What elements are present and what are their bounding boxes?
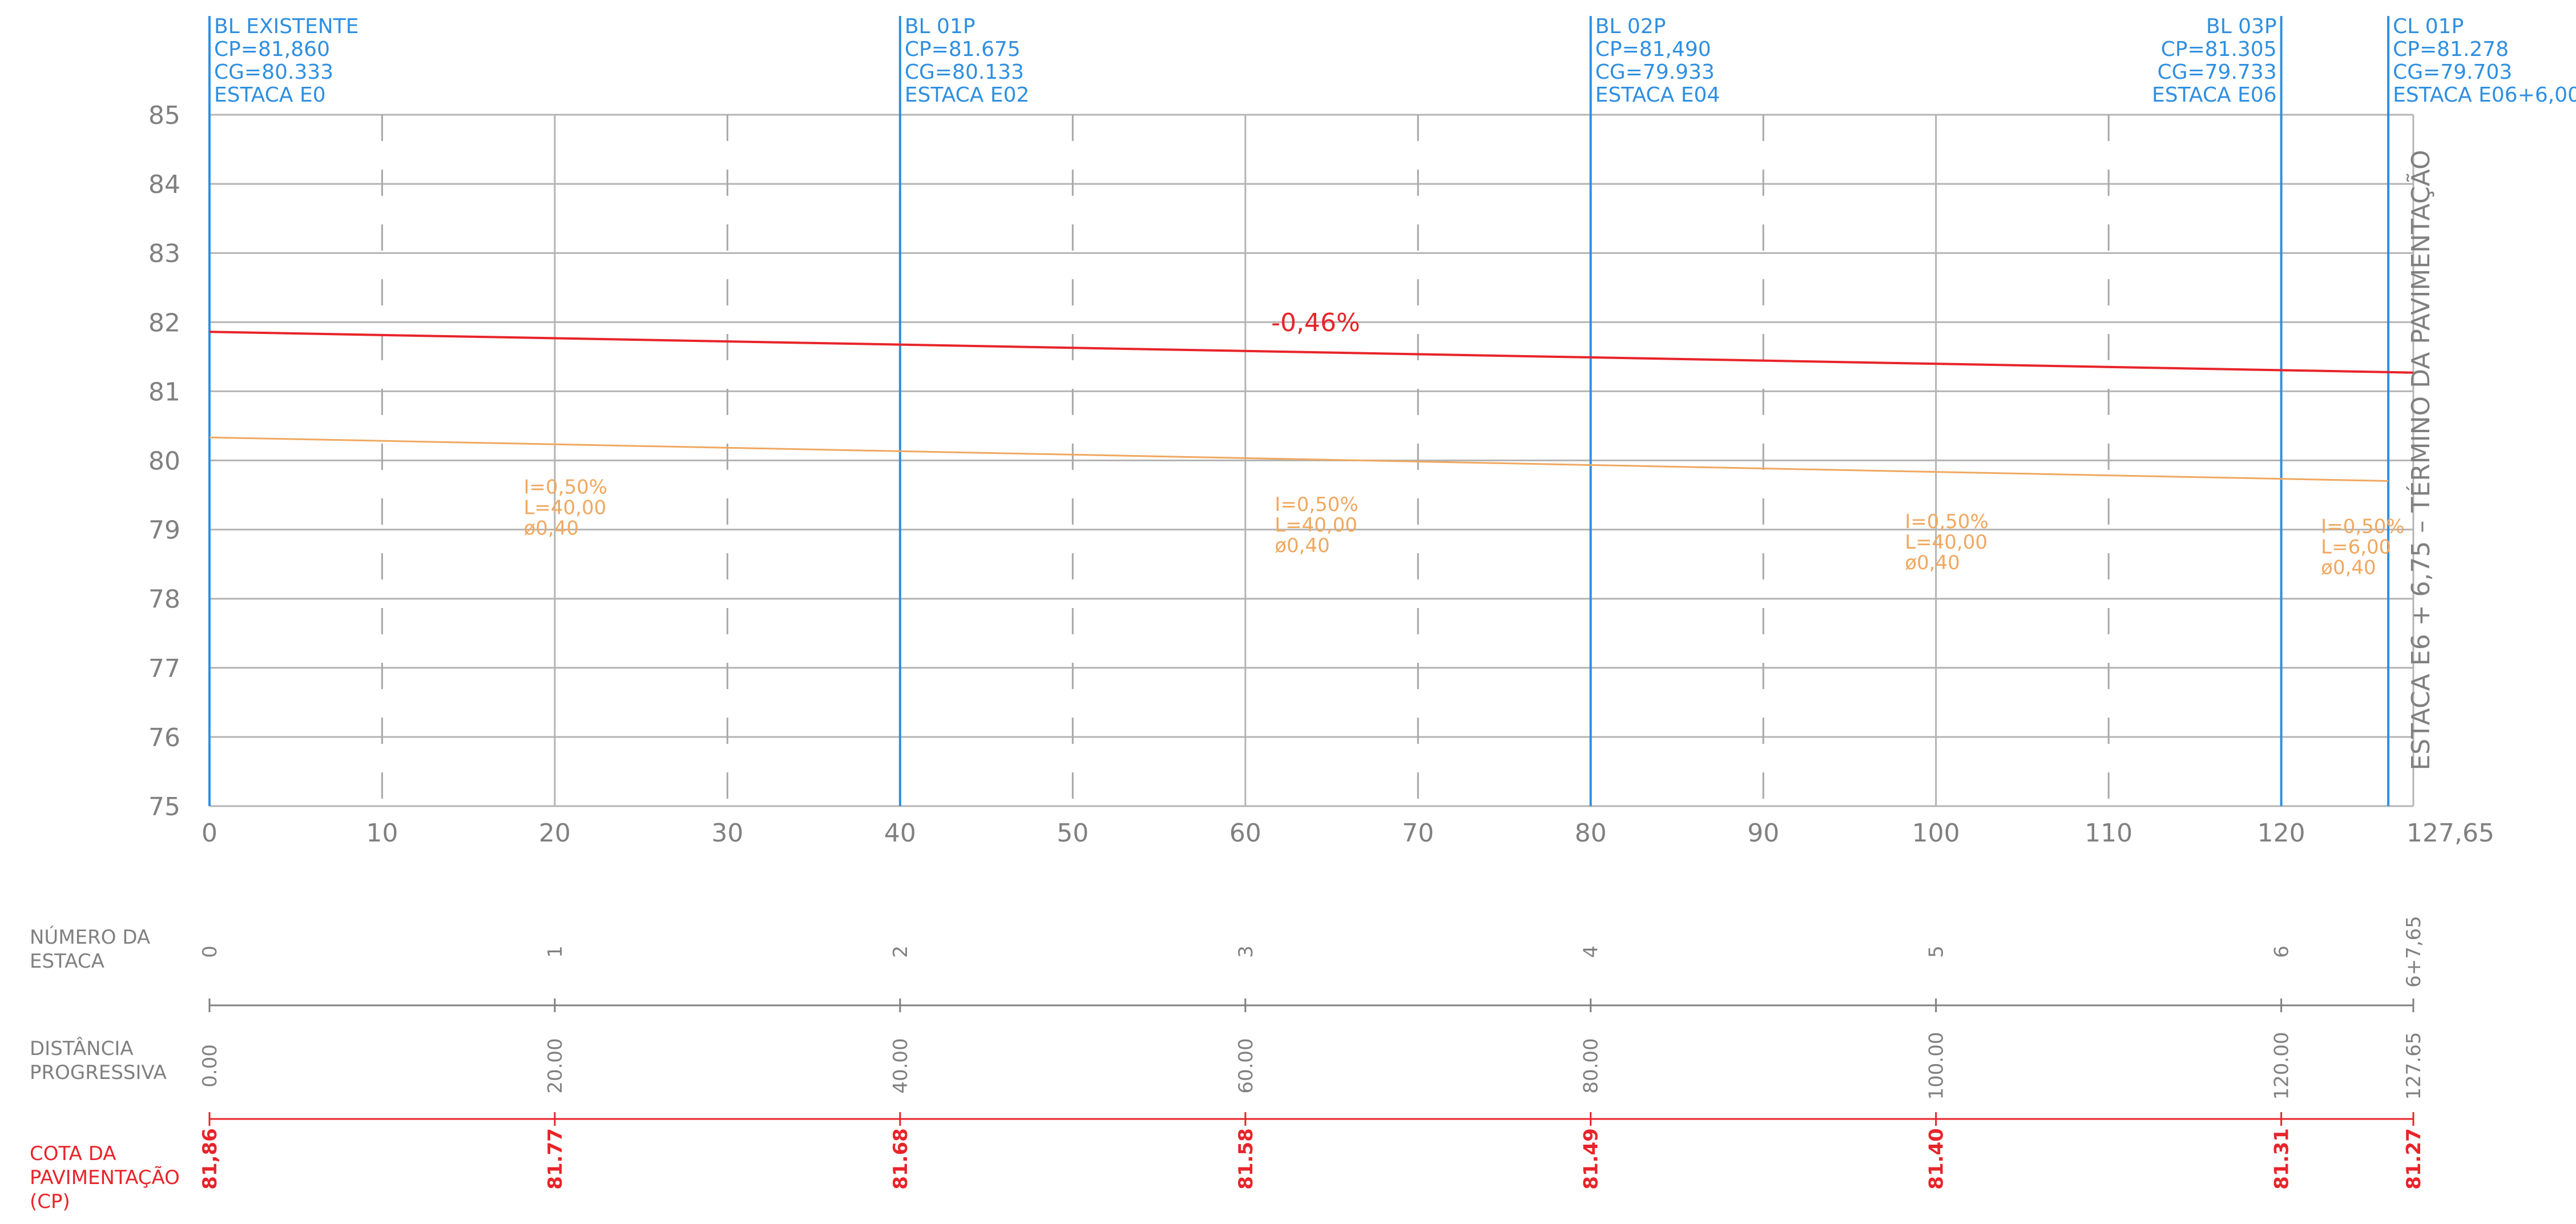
axis-ticks-layer: 75 76 77 78 79 80 81 82 83 84 85 0 10 20 30 40 50 60 70 80 9… bbox=[148, 101, 2494, 848]
y-tick-label: 78 bbox=[148, 585, 180, 614]
x-tick-label: 120 bbox=[2257, 819, 2305, 848]
x-tick-label: 0 bbox=[201, 819, 217, 848]
y-tick-label: 76 bbox=[148, 723, 180, 752]
structure-label: ESTACA E06 bbox=[2152, 83, 2277, 107]
structure-label: CG=79.733 bbox=[2157, 61, 2276, 84]
structure-label: CP=81,860 bbox=[214, 38, 330, 61]
table-row-label: NÚMERO DA bbox=[30, 925, 150, 949]
y-tick-label: 81 bbox=[148, 377, 180, 406]
x-tick-label: 60 bbox=[1229, 819, 1261, 848]
pavement-profile-line bbox=[209, 331, 2414, 374]
table-cell-value: 6 bbox=[2271, 945, 2293, 958]
structure-label: BL EXISTENTE bbox=[214, 15, 358, 38]
structure-label: CL 01P bbox=[2393, 15, 2464, 38]
structure-label: CG=79.933 bbox=[1595, 61, 1715, 84]
pipe-label: ø0,40 bbox=[1905, 551, 1960, 574]
structure-label: CP=81.305 bbox=[2161, 38, 2277, 61]
structure-label: CG=80.333 bbox=[214, 61, 333, 84]
table-row-label: DISTÂNCIA bbox=[30, 1037, 134, 1060]
table-cell-value: 80.00 bbox=[1580, 1038, 1603, 1093]
pipe-label: I=0,50% bbox=[523, 476, 607, 499]
structure-label: BL 01P bbox=[905, 15, 975, 38]
table-cell-value: 6+7,65 bbox=[2402, 916, 2425, 988]
pipe-label: I=0,50% bbox=[1905, 510, 1989, 533]
table-cell-value: 60.00 bbox=[1235, 1038, 1257, 1093]
table-row-label: (CP) bbox=[30, 1190, 70, 1213]
x-tick-label: 40 bbox=[884, 819, 916, 848]
table-cell-value: 81.49 bbox=[1580, 1128, 1603, 1190]
table-cell-value: 5 bbox=[1925, 945, 1948, 958]
x-tick-label: 10 bbox=[366, 819, 398, 848]
table-cell-value: 120.00 bbox=[2271, 1032, 2293, 1100]
grid-layer bbox=[208, 114, 2414, 807]
x-tick-label: 100 bbox=[1912, 819, 1960, 848]
pipe-profile-line bbox=[209, 436, 2389, 482]
x-tick-label: 110 bbox=[2085, 819, 2132, 848]
pipe-label: ø0,40 bbox=[2321, 557, 2376, 579]
y-tick-label: 84 bbox=[148, 170, 180, 199]
structure-label: CP=81.675 bbox=[905, 38, 1021, 61]
y-tick-label: 83 bbox=[148, 239, 180, 268]
structure-label: ESTACA E06+6,00 bbox=[2393, 83, 2576, 107]
y-tick-label: 79 bbox=[148, 516, 180, 545]
table-cell-value: 40.00 bbox=[889, 1038, 912, 1093]
profile-annotations-layer: -0,46%I=0,50%L=40,00ø0,40I=0,50%L=40,00ø… bbox=[523, 150, 2436, 770]
table-row-label: PROGRESSIVA bbox=[30, 1061, 167, 1084]
profile-lines-layer bbox=[209, 331, 2414, 482]
pipe-label: I=0,50% bbox=[1275, 493, 1358, 516]
y-tick-label: 77 bbox=[148, 654, 180, 683]
table-cell-value: 100.00 bbox=[1925, 1032, 1948, 1100]
slope-label: -0,46% bbox=[1271, 308, 1360, 337]
table-cell-value: 20.00 bbox=[544, 1038, 567, 1093]
table-cell-value: 81.31 bbox=[2271, 1128, 2293, 1190]
table-cell-value: 81.68 bbox=[889, 1128, 912, 1190]
x-tick-label: 80 bbox=[1575, 819, 1607, 848]
structure-label: ESTACA E04 bbox=[1595, 83, 1720, 107]
structure-label: BL 02P bbox=[1595, 15, 1666, 38]
x-tick-label: 50 bbox=[1057, 819, 1089, 848]
table-cell-value: 127.65 bbox=[2402, 1032, 2425, 1100]
table-cell-value: 81.58 bbox=[1235, 1128, 1257, 1190]
table-cell-value: 0 bbox=[199, 945, 221, 958]
x-tick-label: 70 bbox=[1402, 819, 1434, 848]
table-row-label: COTA DA bbox=[30, 1142, 116, 1165]
table-cell-value: 4 bbox=[1580, 945, 1603, 958]
x-tick-label: 90 bbox=[1747, 819, 1779, 848]
y-tick-label: 80 bbox=[148, 447, 180, 476]
structure-label: CP=81,490 bbox=[1595, 38, 1711, 61]
table-cell-value: 0.00 bbox=[199, 1044, 221, 1088]
table-cell-value: 3 bbox=[1235, 945, 1257, 958]
structure-label: BL 03P bbox=[2206, 15, 2277, 38]
structure-label: CG=79.703 bbox=[2393, 61, 2512, 84]
pipe-label: I=0,50% bbox=[2321, 516, 2405, 538]
structure-label: ESTACA E02 bbox=[905, 83, 1030, 107]
pipe-label: L=40,00 bbox=[1905, 531, 1988, 554]
table-cell-value: 2 bbox=[889, 945, 912, 958]
pipe-label: L=6,00 bbox=[2321, 536, 2391, 559]
pipe-label: L=40,00 bbox=[523, 497, 606, 520]
table-cell-value: 81.77 bbox=[544, 1128, 567, 1190]
structure-label: CG=80.133 bbox=[905, 61, 1024, 84]
pipe-label: ø0,40 bbox=[523, 517, 579, 540]
x-tick-label: 30 bbox=[711, 819, 743, 848]
pipe-label: L=40,00 bbox=[1275, 514, 1357, 537]
table-row-label: PAVIMENTAÇÃO bbox=[30, 1166, 180, 1189]
x-tick-label: 20 bbox=[539, 819, 571, 848]
table-row-label: ESTACA bbox=[30, 950, 104, 973]
table-cell-value: 81.40 bbox=[1925, 1128, 1948, 1190]
end-of-pavement-annotation: ESTACA E6 + 6,75 – TÉRMINO DA PAVIMENTAÇ… bbox=[2405, 150, 2436, 770]
table-cell-value: 81.27 bbox=[2402, 1128, 2425, 1190]
structure-label: CP=81.278 bbox=[2393, 38, 2509, 61]
x-tick-label: 127,65 bbox=[2406, 819, 2494, 848]
table-cell-value: 81,86 bbox=[199, 1128, 221, 1190]
structure-label: ESTACA E0 bbox=[214, 83, 326, 107]
table-cell-value: 1 bbox=[544, 945, 567, 958]
y-tick-label: 85 bbox=[148, 101, 180, 130]
y-tick-label: 82 bbox=[148, 308, 180, 337]
y-tick-label: 75 bbox=[148, 792, 180, 822]
pipe-label: ø0,40 bbox=[1275, 534, 1330, 557]
